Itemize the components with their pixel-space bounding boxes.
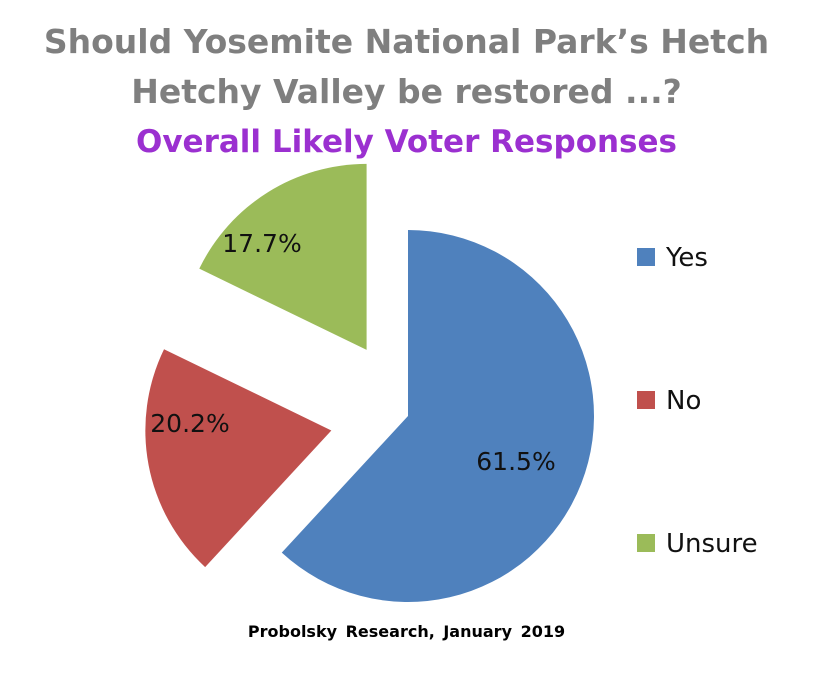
data-label-yes: 61.5% xyxy=(476,447,555,476)
legend-label-yes: Yes xyxy=(665,243,708,273)
legend-swatch-yes xyxy=(637,248,655,266)
pie-slice-yes xyxy=(281,230,595,602)
pie-slice-no xyxy=(145,349,332,568)
chart-subtitle: Overall Likely Voter Responses xyxy=(135,124,677,160)
chart-title-line-2: Hetchy Valley be restored ...? xyxy=(131,72,682,111)
source-note: Probolsky Research, January 2019 xyxy=(247,622,566,641)
legend-swatch-no xyxy=(637,391,655,409)
data-label-no: 20.2% xyxy=(150,409,229,438)
chart-title-line-1: Should Yosemite National Park’s Hetch xyxy=(43,22,770,61)
legend-label-unsure: Unsure xyxy=(666,529,758,559)
legend-label-no: No xyxy=(666,386,701,416)
pie-slice-unsure xyxy=(199,163,367,350)
data-label-unsure: 17.7% xyxy=(222,229,301,258)
legend-swatch-unsure xyxy=(637,534,655,552)
